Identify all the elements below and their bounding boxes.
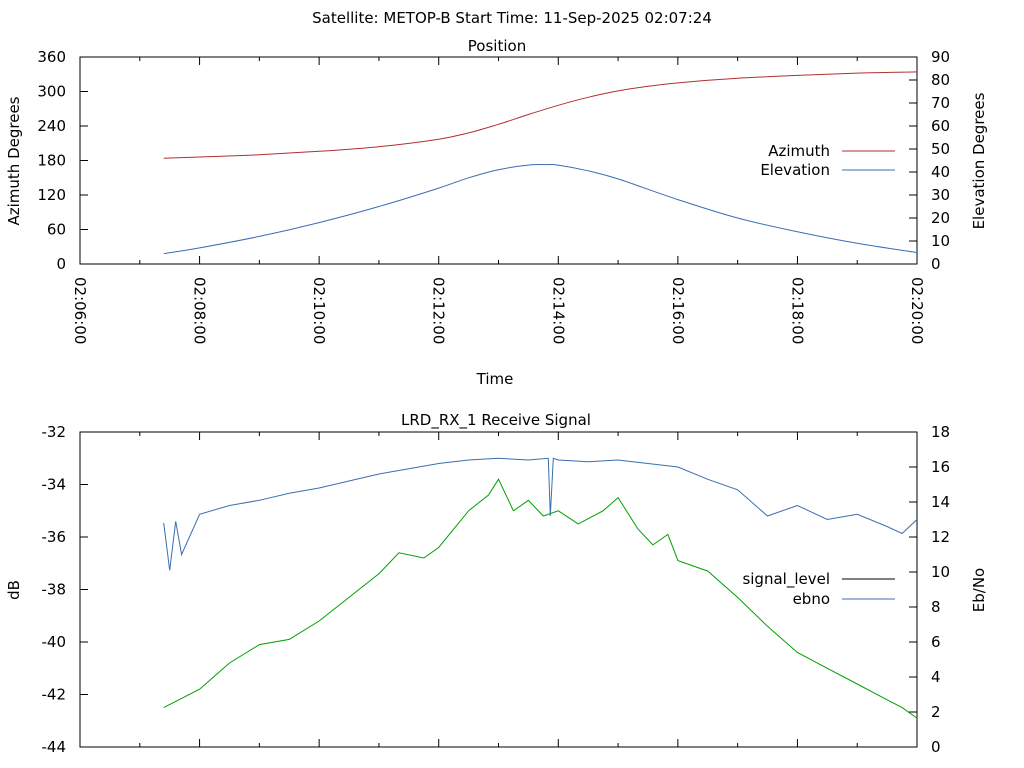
signal-y-tick-label: -42 — [42, 686, 67, 704]
position-y-tick-label: 180 — [37, 152, 66, 170]
chart-header-title: Satellite: METOP-B Start Time: 11-Sep-20… — [312, 9, 712, 27]
position-x-tick-label: 02:16:00 — [669, 277, 687, 344]
signal-series — [163, 457, 918, 719]
position-xlabel: Time — [476, 370, 514, 388]
position-y-tick-label: 120 — [37, 186, 66, 204]
signal-y2-tick-label: 10 — [931, 563, 950, 581]
position-y-tick-label: 360 — [37, 48, 66, 66]
signal-y2-tick-label: 6 — [931, 633, 941, 651]
position-x-tick-label: 02:20:00 — [908, 277, 926, 344]
position-y-tick-label: 300 — [37, 83, 66, 101]
legend-label-ebno: ebno — [793, 590, 830, 608]
position-series-azimuth-line — [163, 71, 918, 159]
position-y2-tick-label: 0 — [931, 255, 941, 273]
legend-label-azimuth: Azimuth — [768, 142, 830, 160]
position-y2-tick-label: 10 — [931, 232, 950, 250]
signal-y2-tick-label: 0 — [931, 738, 941, 756]
position-y2-tick-label: 60 — [931, 117, 950, 135]
position-chart-title: Position — [468, 37, 526, 55]
position-x-tick-label: 02:06:00 — [71, 277, 89, 344]
position-y2-tick-label: 90 — [931, 48, 950, 66]
position-chart: Position 0 60 120 180 240 300 360 0 10 20 30 40 50 60… — [5, 37, 988, 388]
position-ylabel: Azimuth Degrees — [5, 96, 23, 225]
position-series — [163, 71, 918, 255]
position-y2-tick-label: 40 — [931, 163, 950, 181]
position-x-tick-label: 02:12:00 — [430, 277, 448, 344]
legend-label-signal-level: signal_level — [742, 570, 830, 589]
signal-y2-tick-label: 8 — [931, 598, 941, 616]
position-series-elevation-line — [163, 163, 918, 255]
signal-y2label: Eb/No — [970, 568, 988, 612]
signal-y2-tick-label: 14 — [931, 493, 950, 511]
signal-ticks: -44 -42 -40 -38 -36 -34 -32 0 2 4 6 8 10 12 14 16 18 — [42, 423, 951, 756]
position-y-tick-label: 240 — [37, 117, 66, 135]
signal-y-tick-label: -44 — [42, 738, 67, 756]
position-legend: Azimuth Elevation — [760, 142, 895, 179]
position-y-tick-label: 0 — [56, 255, 66, 273]
signal-chart: LRD_RX_1 Receive Signal -44-42-40-38-36-… — [5, 411, 988, 756]
signal-ylabel: dB — [5, 580, 23, 600]
position-y2-tick-label: 20 — [931, 209, 950, 227]
position-y2-tick-label: 50 — [931, 140, 950, 158]
signal-y2-tick-label: 4 — [931, 668, 941, 686]
signal-chart-title: LRD_RX_1 Receive Signal — [401, 411, 591, 430]
position-y-tick-label: 60 — [47, 221, 66, 239]
signal-y2-tick-label: 18 — [931, 423, 950, 441]
position-y2-tick-label: 70 — [931, 94, 950, 112]
signal-series-ebno-line — [163, 457, 918, 571]
signal-legend: signal_level ebno — [742, 570, 895, 608]
signal-y-tick-label: -34 — [42, 476, 67, 494]
signal-y-tick-label: -32 — [42, 423, 67, 441]
position-ticks: 0 60 120 180 240 300 360 0 10 20 30 40 50 60 70 80 90 02:… — [37, 48, 950, 344]
signal-y-tick-label: -40 — [42, 633, 67, 651]
position-x-tick-label: 02:14:00 — [549, 277, 567, 344]
signal-y-tick-label: -36 — [42, 528, 67, 546]
signal-y-tick-label: -38 — [42, 581, 67, 599]
signal-y2-tick-label: 2 — [931, 703, 941, 721]
position-x-tick-label: 02:18:00 — [788, 277, 806, 344]
signal-y2-tick-label: 16 — [931, 458, 950, 476]
position-y2-tick-label: 80 — [931, 71, 950, 89]
position-x-tick-label: 02:08:00 — [191, 277, 209, 344]
legend-label-elevation: Elevation — [760, 161, 830, 179]
signal-y2-tick-label: 12 — [931, 528, 950, 546]
position-y2label: Elevation Degrees — [970, 92, 988, 229]
position-x-tick-label: 02:10:00 — [310, 277, 328, 344]
position-y2-tick-label: 30 — [931, 186, 950, 204]
